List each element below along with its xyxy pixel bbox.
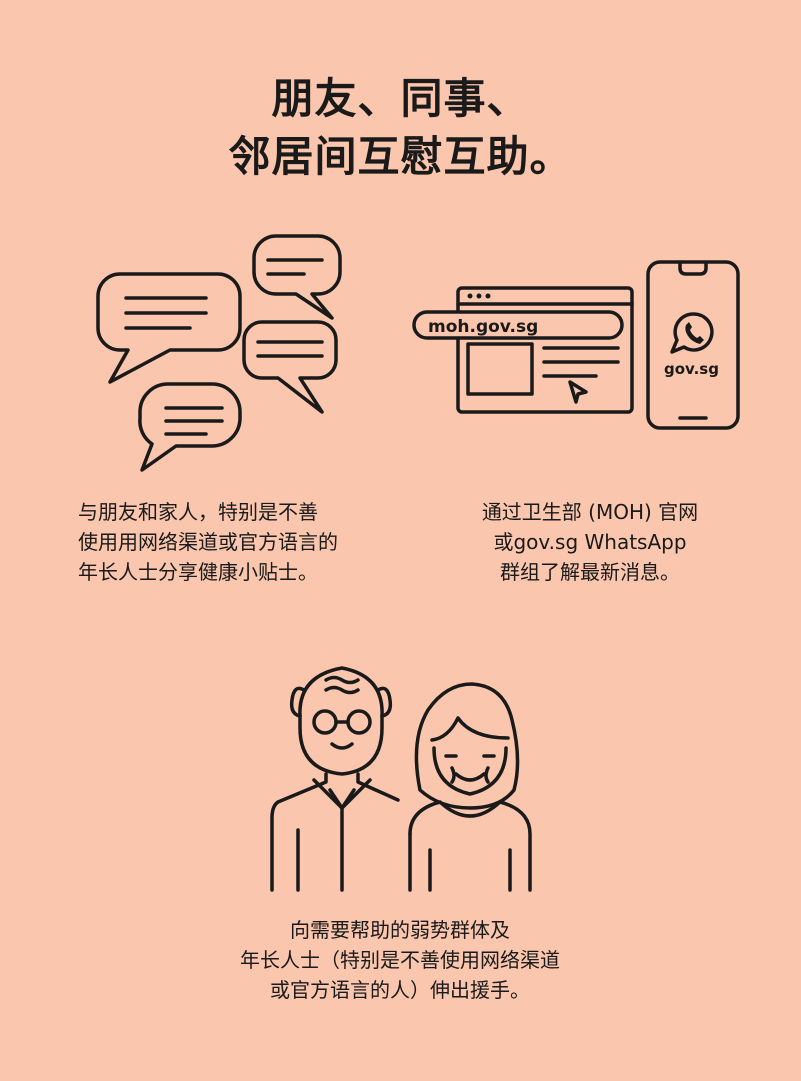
elderly-caption-line: 年长人士（特别是不善使用网络渠道 <box>240 948 560 972</box>
old-woman-figure <box>408 682 532 892</box>
page-title: 朋友、同事、 邻居间互慰互助。 <box>0 70 801 186</box>
whatsapp-icon <box>670 312 714 354</box>
web-caption-line: 群组了解最新消息。 <box>500 560 680 584</box>
url-label: moh.gov.sg <box>428 317 538 337</box>
elderly-caption-line: 向需要帮助的弱势群体及 <box>290 918 510 942</box>
phone-label: gov.sg <box>664 360 719 378</box>
web-caption-line: 或gov.sg WhatsApp <box>493 530 687 554</box>
chat-caption-line: 使用用网络渠道或官方语言的 <box>78 530 338 554</box>
elderly-caption: 向需要帮助的弱势群体及 年长人士（特别是不善使用网络渠道 或官方语言的人）伸出援… <box>150 915 650 1005</box>
title-line-1: 朋友、同事、 <box>271 74 530 123</box>
elderly-caption-line: 或官方语言的人）伸出援手。 <box>270 978 530 1002</box>
web-caption-line: 通过卫生部 (MOH) 官网 <box>481 500 699 524</box>
web-caption: 通过卫生部 (MOH) 官网 或gov.sg WhatsApp 群组了解最新消息… <box>430 497 750 587</box>
chat-caption-line: 与朋友和家人，特别是不善 <box>78 500 318 524</box>
chat-caption-line: 年长人士分享健康小贴士。 <box>78 560 318 584</box>
old-man-figure <box>270 666 400 892</box>
chat-caption: 与朋友和家人，特别是不善 使用用网络渠道或官方语言的 年长人士分享健康小贴士。 <box>78 497 338 587</box>
phone-outline <box>646 260 740 430</box>
url-bar <box>412 310 624 340</box>
title-line-2: 邻居间互慰互助。 <box>228 132 573 181</box>
